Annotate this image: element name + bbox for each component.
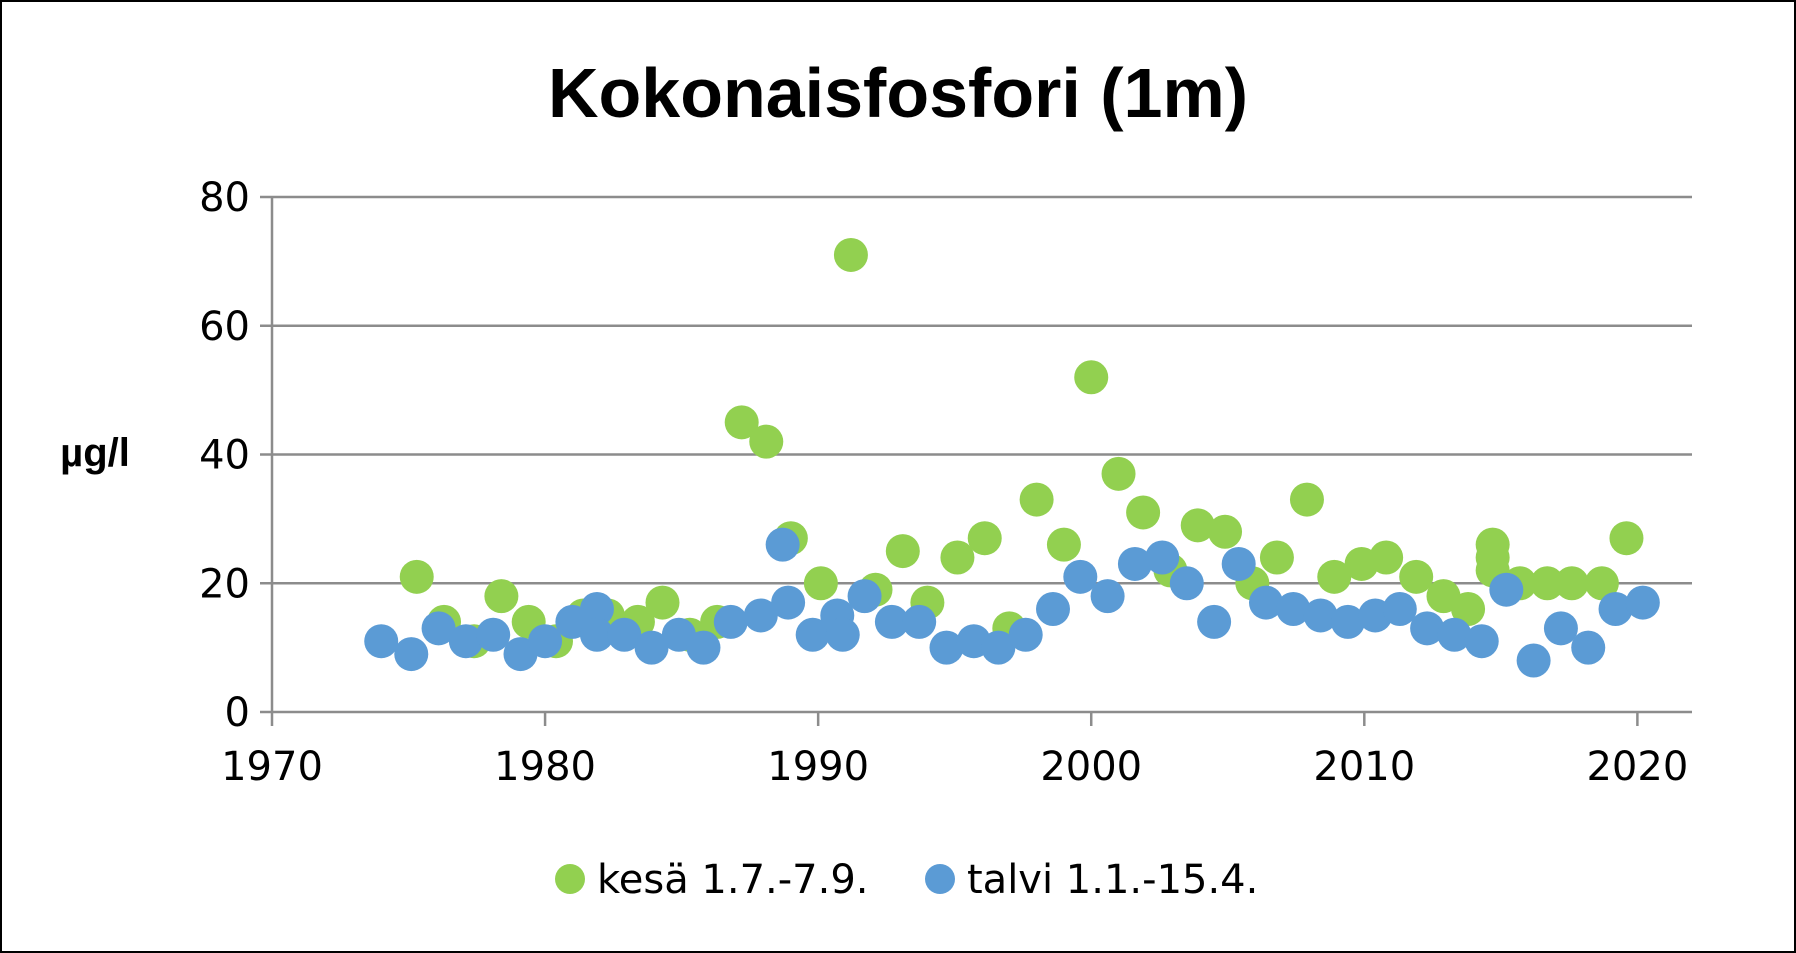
point-series1-8 (579, 592, 614, 626)
point-series1-10 (607, 617, 642, 652)
point-series1-30 (1090, 579, 1125, 614)
point-series1-43 (1437, 617, 1472, 652)
point-series0-26 (1101, 456, 1136, 491)
point-series1-42 (1410, 611, 1445, 646)
point-series0-37 (1399, 559, 1434, 594)
point-series0-15 (803, 566, 838, 601)
y-axis-label: µg/l (60, 431, 130, 475)
x-tick-label-1980: 1980 (494, 744, 596, 790)
point-series1-24 (929, 630, 964, 665)
point-series0-27 (1126, 495, 1161, 530)
point-series1-2 (421, 611, 456, 646)
point-series1-18 (795, 617, 830, 652)
point-series1-34 (1197, 604, 1232, 639)
point-series1-36 (1249, 585, 1283, 620)
point-series1-21 (847, 579, 882, 614)
point-series0-33 (1289, 482, 1324, 517)
point-series1-46 (1516, 643, 1551, 678)
point-series0-13 (749, 424, 784, 459)
point-series0-39 (1451, 592, 1486, 626)
y-tick-label-40: 40 (199, 433, 250, 479)
legend: kesä 1.7.-7.9. talvi 1.1.-15.4. (555, 857, 1258, 903)
point-series0-47 (1609, 521, 1644, 556)
data-points (364, 237, 1660, 678)
point-series1-50 (1625, 585, 1660, 620)
point-series1-45 (1489, 572, 1524, 607)
y-tick-label-0: 0 (225, 690, 250, 736)
point-series0-21 (967, 521, 1002, 556)
point-series1-37 (1276, 592, 1311, 626)
point-series0-18 (885, 534, 920, 569)
point-series0-0 (399, 559, 434, 594)
point-series0-46 (1584, 566, 1619, 601)
point-series1-26 (981, 630, 1016, 665)
point-series1-49 (1598, 592, 1633, 626)
y-tick-label-20: 20 (199, 561, 250, 607)
point-series1-11 (634, 630, 669, 665)
point-series0-34 (1317, 559, 1352, 594)
y-tick-label-80: 80 (199, 175, 250, 221)
point-series1-15 (743, 598, 778, 633)
axes (260, 195, 1692, 726)
point-series0-16 (833, 237, 868, 272)
point-series0-25 (1074, 360, 1109, 395)
point-series0-23 (1019, 482, 1054, 517)
point-series1-0 (364, 624, 399, 659)
x-tick-label-2000: 2000 (1040, 744, 1142, 790)
point-series0-24 (1046, 527, 1081, 562)
point-series0-12 (724, 405, 759, 440)
legend-marker-1 (925, 864, 955, 894)
point-series0-29 (1180, 508, 1215, 543)
point-series1-22 (874, 604, 909, 639)
point-series1-39 (1330, 604, 1365, 639)
legend-label-1: talvi 1.1.-15.4. (967, 857, 1258, 903)
point-series1-4 (476, 617, 511, 652)
point-series1-31 (1117, 546, 1152, 581)
point-series0-32 (1259, 540, 1294, 575)
tick-labels: 0 20 40 60 80 1970 1980 1990 2000 2010 2020 (199, 175, 1688, 790)
point-series1-29 (1063, 559, 1098, 594)
point-series1-48 (1571, 630, 1606, 665)
x-tick-label-1990: 1990 (767, 744, 869, 790)
gridlines (272, 195, 1692, 585)
point-series0-44 (1530, 566, 1565, 601)
point-series1-6 (528, 624, 563, 659)
point-series1-47 (1543, 611, 1578, 646)
point-series0-36 (1369, 540, 1404, 575)
point-series1-23 (902, 604, 937, 639)
point-series1-20 (825, 617, 860, 652)
point-series1-1 (394, 637, 429, 672)
point-series1-35 (1221, 546, 1256, 581)
x-tick-label-2020: 2020 (1586, 744, 1688, 790)
point-series0-45 (1554, 566, 1589, 601)
legend-marker-0 (555, 864, 585, 894)
point-series1-44 (1464, 624, 1499, 659)
legend-label-0: kesä 1.7.-7.9. (597, 857, 869, 903)
point-series1-9 (579, 617, 614, 652)
point-series1-13 (686, 630, 721, 665)
y-tick-label-60: 60 (199, 304, 250, 350)
point-series1-16 (765, 527, 800, 562)
point-series1-38 (1303, 598, 1338, 633)
point-series1-28 (1036, 592, 1070, 626)
chart-title: Kokonaisfosfori (1m) (548, 54, 1248, 132)
point-series1-27 (1008, 617, 1043, 652)
point-series0-9 (645, 585, 680, 620)
x-tick-label-1970: 1970 (221, 744, 323, 790)
x-tick-label-2010: 2010 (1313, 744, 1415, 790)
point-series0-3 (484, 579, 519, 614)
point-series1-17 (771, 585, 806, 620)
point-series1-33 (1169, 566, 1204, 601)
point-series1-14 (713, 604, 748, 639)
point-series0-30 (1208, 514, 1243, 549)
point-series1-41 (1382, 592, 1417, 626)
point-series1-32 (1145, 540, 1180, 575)
point-series1-3 (448, 624, 483, 659)
point-series0-20 (940, 540, 975, 575)
